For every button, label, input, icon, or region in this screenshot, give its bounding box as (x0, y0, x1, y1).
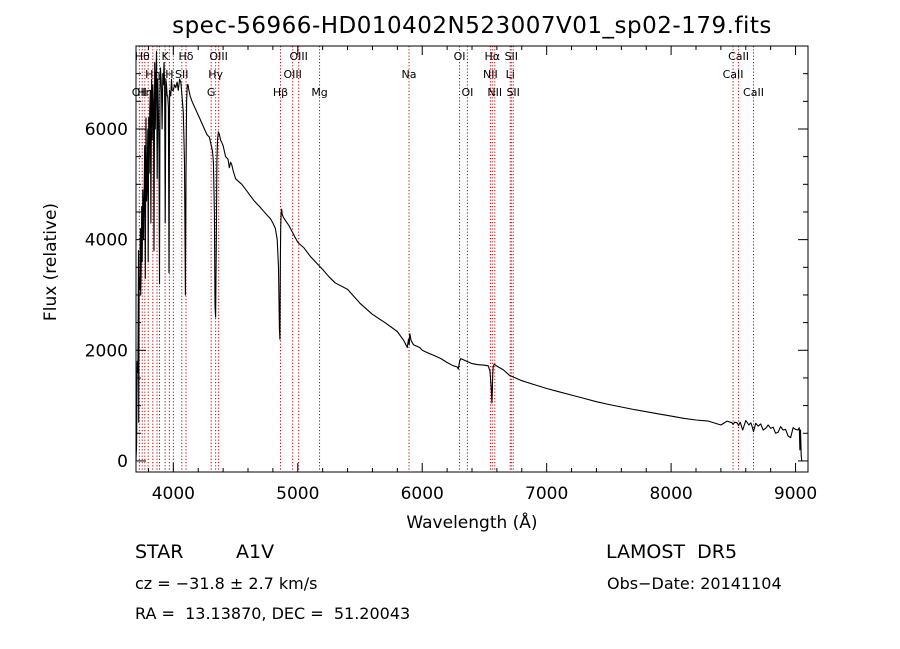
spectral-line-label: Mg (311, 86, 327, 99)
x-tick-label: 7000 (525, 484, 568, 504)
x-tick-label: 8000 (649, 484, 692, 504)
spectral-line-label: SII (175, 68, 188, 81)
spectral-line-markers (138, 46, 754, 472)
coordinates-readout: RA = 13.13870, DEC = 51.20043 (135, 604, 411, 623)
spectral-line-label: OIII (209, 50, 227, 63)
y-axis-ticks: 0 2000 4000 6000 (85, 45, 808, 472)
x-axis-ticks: 4000 5000 6000 7000 8000 9000 (147, 46, 817, 504)
survey-release: LAMOST DR5 (606, 541, 738, 563)
y-tick-label: 6000 (85, 120, 128, 140)
spectral-line-label: Hβ (273, 86, 288, 99)
spectral-line-label: OI (461, 86, 473, 99)
spectral-line-label: Hγ (208, 68, 223, 81)
y-tick-label: 0 (117, 452, 128, 472)
spectral-line-label: NII (483, 68, 498, 81)
spectral-line-label: NII (487, 86, 502, 99)
plot-frame (135, 45, 809, 473)
spectral-line-label: OIII (283, 68, 301, 81)
spectral-subclass: A1V (236, 541, 275, 563)
spectral-line-label: K (162, 50, 170, 63)
spectral-line-label: CaII (743, 86, 764, 99)
spectral-line-label: Li (506, 68, 515, 81)
chart-title: spec-56966-HD010402N523007V01_sp02-179.f… (172, 13, 772, 39)
spectral-line-label: Hθ (135, 50, 150, 63)
spectral-line-label: SII (506, 86, 519, 99)
spectral-line-label: OI (454, 50, 466, 63)
x-tick-label: 4000 (152, 484, 195, 504)
spectral-line-label: G (207, 86, 216, 99)
spectral-line-label: CaII (728, 50, 749, 63)
redshift-readout: cz = −31.8 ± 2.7 km/s (135, 574, 318, 593)
x-axis-label: Wavelength (Å) (406, 511, 537, 533)
y-tick-label: 2000 (85, 341, 128, 361)
x-tick-label: 6000 (401, 484, 444, 504)
x-tick-label: 5000 (276, 484, 319, 504)
object-type: STAR (135, 541, 184, 563)
spectral-line-label: OIII (289, 50, 307, 63)
x-tick-label: 9000 (774, 484, 817, 504)
spectral-line-label: Hδ (179, 50, 194, 63)
y-tick-label: 4000 (85, 231, 128, 251)
spectral-line-label: H (165, 68, 173, 81)
spectral-line-label: Hα (485, 50, 501, 63)
observation-date: Obs−Date: 20141104 (607, 574, 782, 593)
spectral-line-label: Na (402, 68, 417, 81)
y-axis-label: Flux (relative) (41, 203, 61, 321)
spectral-line-label: SII (505, 50, 518, 63)
spectral-line-label: CaII (723, 68, 744, 81)
spectrum-series-line (135, 50, 803, 461)
spectral-line-label: Hη (137, 86, 152, 99)
